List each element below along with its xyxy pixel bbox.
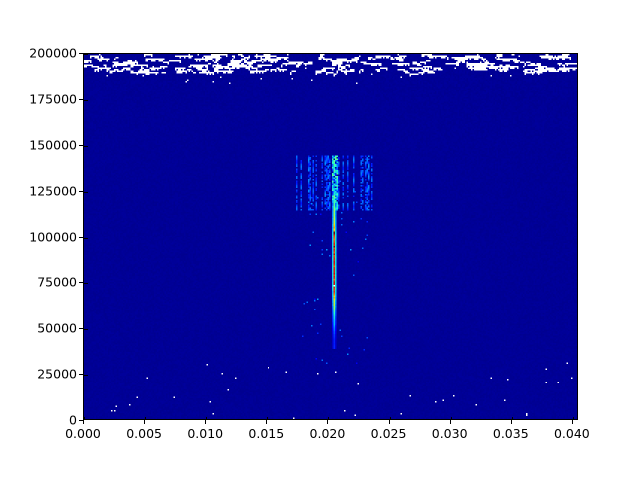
x-tick-label: 0.010 bbox=[187, 426, 224, 441]
y-tick-label: 125000 bbox=[29, 183, 77, 199]
x-tick-label: 0.025 bbox=[370, 426, 407, 441]
x-tick-stub bbox=[388, 420, 390, 424]
x-tick-label: 0.030 bbox=[431, 426, 468, 441]
x-tick-label: 0.035 bbox=[492, 426, 529, 441]
y-tick-mark bbox=[84, 145, 88, 147]
y-tick-mark bbox=[84, 191, 88, 193]
heatmap-image bbox=[84, 54, 577, 419]
x-tick-mark bbox=[572, 417, 574, 419]
x-tick-stub bbox=[449, 420, 451, 424]
y-tick-stub bbox=[79, 98, 83, 100]
x-tick-mark bbox=[328, 417, 330, 419]
y-tick-mark bbox=[84, 283, 88, 285]
y-tick-label: 175000 bbox=[29, 91, 77, 107]
y-tick-stub bbox=[79, 282, 83, 284]
y-tick-stub bbox=[79, 374, 83, 376]
y-tick-stub bbox=[79, 144, 83, 146]
x-tick-stub bbox=[83, 420, 84, 424]
x-tick-stub bbox=[571, 420, 573, 424]
y-tick-label: 200000 bbox=[29, 45, 77, 61]
x-tick-mark bbox=[389, 417, 391, 419]
y-tick-stub bbox=[79, 420, 83, 421]
y-axis-tick-labels: 0 25000 50000 75000 100000 125000 150000 175000… bbox=[0, 46, 83, 428]
x-tick-mark bbox=[145, 417, 147, 419]
y-tick-label: 100000 bbox=[29, 229, 77, 244]
x-tick-mark bbox=[267, 417, 269, 419]
x-tick-label: 0.040 bbox=[553, 426, 590, 441]
x-tick-mark bbox=[206, 417, 208, 419]
x-tick-label: 0.015 bbox=[248, 426, 285, 441]
y-tick-label: 50000 bbox=[37, 320, 77, 336]
x-axis-tick-labels: 0.000 0.005 0.010 0.015 0.020 0.025 0.030 0.035… bbox=[65, 420, 590, 460]
y-tick-stub bbox=[79, 53, 83, 54]
y-tick-mark bbox=[84, 54, 88, 55]
y-tick-mark bbox=[84, 329, 88, 331]
x-tick-mark bbox=[84, 417, 85, 419]
x-tick-label: 0.000 bbox=[65, 426, 101, 441]
y-tick-stub bbox=[79, 328, 83, 330]
y-tick-mark bbox=[84, 99, 88, 101]
y-tick-label: 75000 bbox=[37, 274, 77, 290]
x-tick-label: 0.020 bbox=[309, 426, 346, 441]
x-tick-stub bbox=[205, 420, 207, 424]
y-tick-mark bbox=[84, 237, 88, 239]
x-tick-stub bbox=[327, 420, 329, 424]
y-tick-stub bbox=[79, 190, 83, 192]
x-tick-mark bbox=[450, 417, 452, 419]
x-tick-stub bbox=[266, 420, 268, 424]
x-tick-mark bbox=[511, 417, 513, 419]
y-tick-label: 25000 bbox=[37, 366, 77, 382]
heatmap-pixel-grid bbox=[84, 54, 577, 419]
y-tick-stub bbox=[79, 236, 83, 238]
x-tick-stub bbox=[144, 420, 146, 424]
y-tick-mark bbox=[84, 375, 88, 377]
y-tick-label: 150000 bbox=[29, 137, 77, 153]
plot-axes[interactable] bbox=[83, 53, 578, 420]
y-tick-label: 0 bbox=[69, 412, 77, 428]
x-tick-stub bbox=[510, 420, 512, 424]
x-tick-label: 0.005 bbox=[126, 426, 163, 441]
